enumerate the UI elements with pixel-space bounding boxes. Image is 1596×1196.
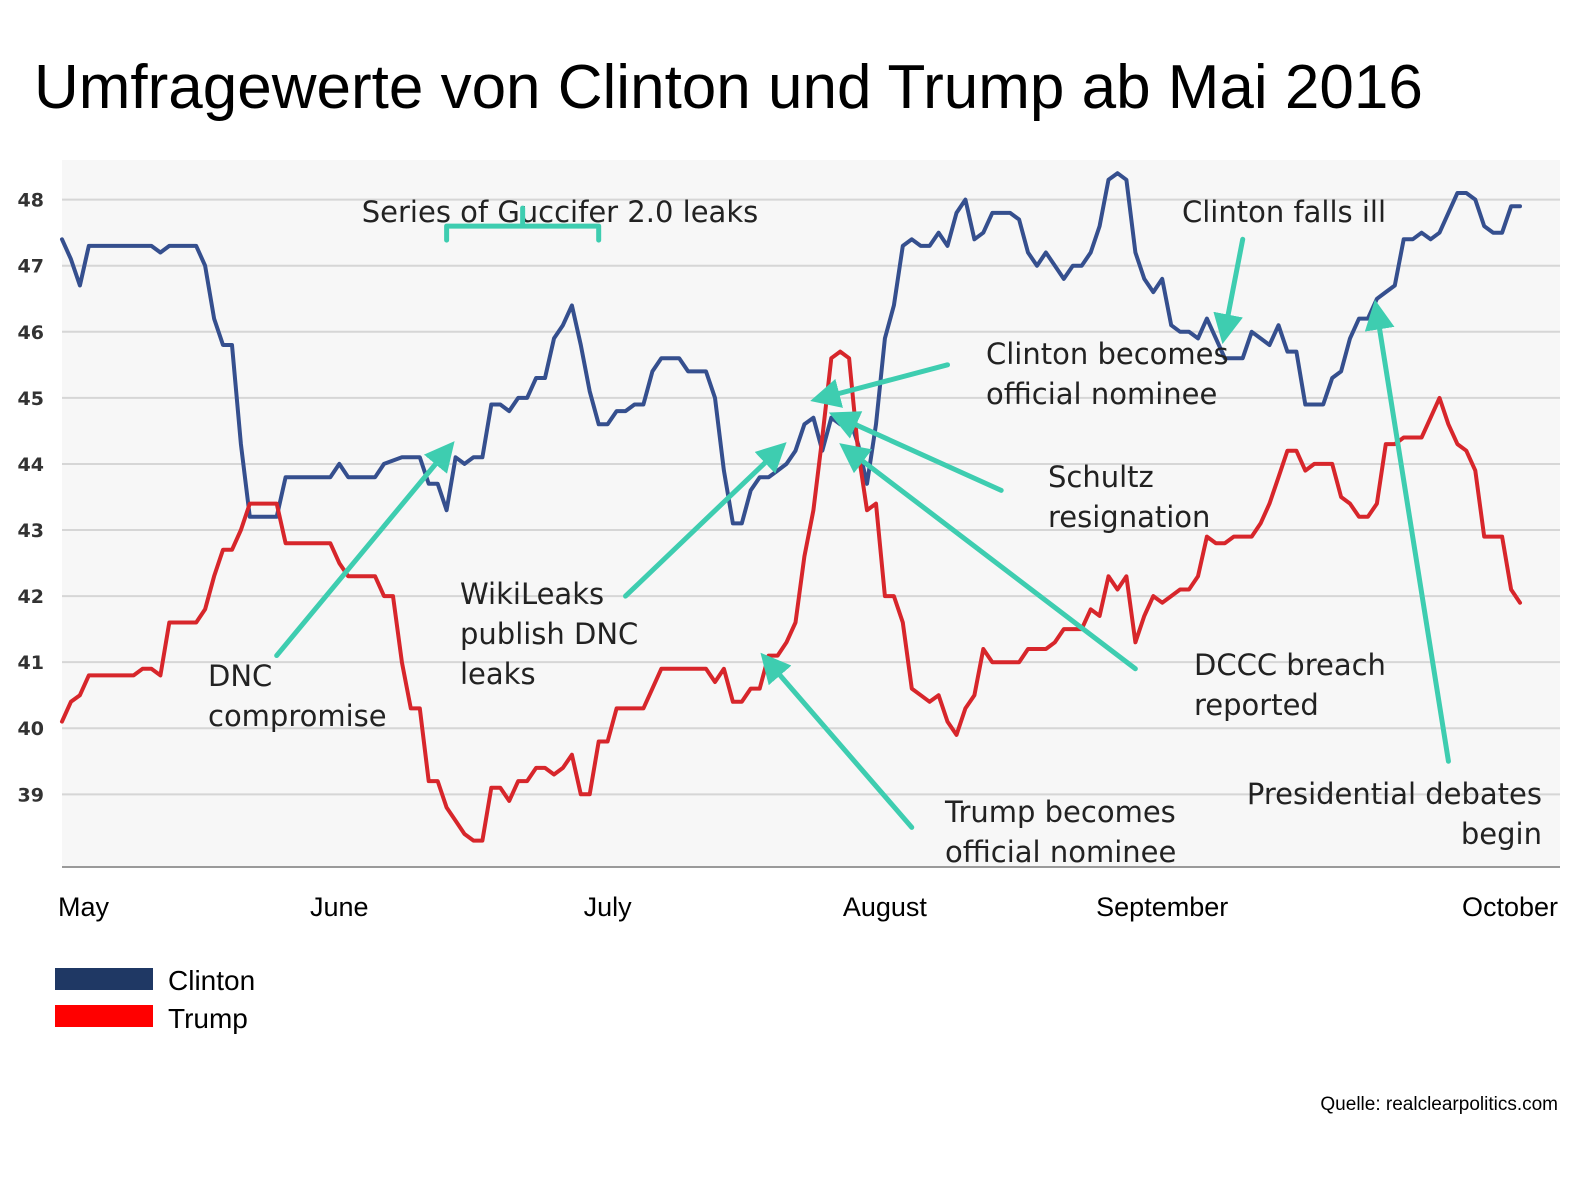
annotation-arrow-trump_nominee: [760, 652, 915, 830]
y-tick-label: 42: [18, 586, 44, 608]
annotation-arrow-clinton_ill: [1213, 236, 1246, 345]
annotation-arrow-clinton_nominee: [810, 362, 951, 408]
legend-swatch-clinton: [55, 968, 153, 990]
annotation-bracket-guccifer: [444, 205, 602, 243]
series-line-trump: [60, 349, 1522, 843]
chart-title: Umfragewerte von Clinton und Trump ab Ma…: [34, 53, 1423, 122]
annotation-dccc: DCCC breach reported: [1194, 648, 1386, 722]
annotation-clinton_ill: Clinton falls ill: [1182, 195, 1386, 229]
x-tick-label: September: [1096, 892, 1228, 922]
annotation-guccifer: Series of Guccifer 2.0 leaks: [362, 195, 758, 229]
y-tick-label: 41: [18, 652, 44, 674]
y-tick-label: 45: [18, 388, 44, 410]
annotation-wikileaks: WikiLeaks publish DNC leaks: [460, 577, 638, 691]
annotation-arrow-dccc: [839, 443, 1138, 672]
annotation-debates: Presidential debates begin: [1247, 777, 1542, 851]
y-tick-label: 40: [18, 718, 44, 740]
y-tick-label: 43: [18, 520, 44, 542]
y-tick-label: 47: [18, 256, 44, 278]
legend-swatch-trump: [55, 1005, 153, 1027]
y-tick-label: 48: [18, 190, 44, 212]
y-tick-label: 46: [18, 322, 44, 344]
y-axis-ticks: 39 40 41 42 43 44 45 46 47 48: [18, 190, 44, 807]
annotation-arrow-wikileaks: [623, 442, 787, 599]
x-tick-label: August: [843, 892, 928, 922]
source-note: Quelle: realclearpolitics.com: [1320, 1094, 1558, 1115]
annotation-clinton_nominee: Clinton becomes official nominee: [986, 337, 1229, 411]
legend: Clinton Trump: [55, 965, 255, 1034]
legend-label-clinton: Clinton: [168, 965, 255, 996]
annotation-arrow-schultz: [828, 411, 1004, 493]
legend-label-trump: Trump: [168, 1003, 248, 1034]
annotation-arrow-debates: [1364, 299, 1451, 764]
grid-lines: [62, 198, 1560, 796]
y-tick-label: 44: [18, 454, 44, 476]
annotation-dnc: DNC compromise: [208, 659, 387, 733]
x-tick-label: May: [58, 892, 110, 922]
x-axis-ticks: May June July August September October: [58, 892, 1558, 922]
x-tick-label: June: [310, 892, 369, 922]
annotations: Series of Guccifer 2.0 leaks DNC compromis…: [208, 195, 1542, 869]
annotation-trump_nominee: Trump becomes official nominee: [944, 795, 1176, 869]
y-tick-label: 39: [18, 784, 44, 806]
x-tick-label: October: [1462, 892, 1558, 922]
x-tick-label: July: [584, 892, 633, 922]
annotation-schultz: Schultz resignation: [1048, 460, 1210, 534]
annotation-arrow-dnc: [274, 441, 455, 659]
